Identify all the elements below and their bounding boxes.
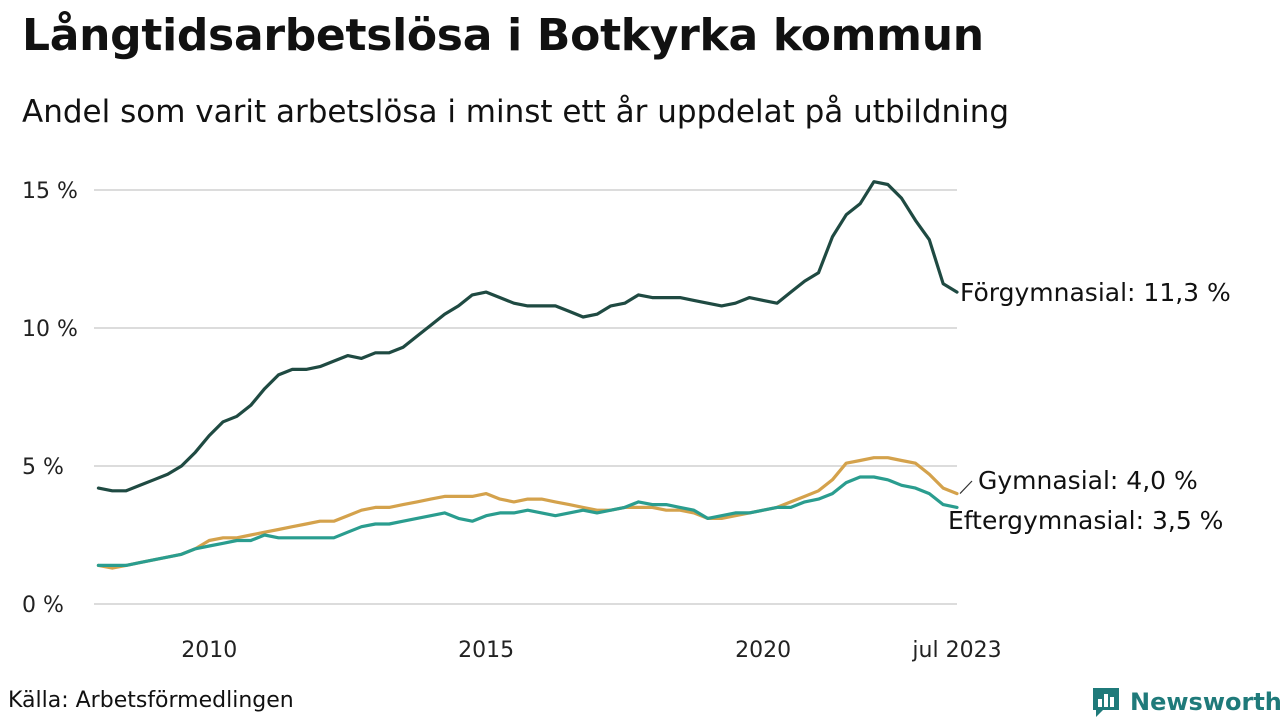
y-axis-ticks: 0 % 5 % 10 % 15 %: [22, 179, 78, 618]
newsworthy-logo-icon: [1093, 688, 1119, 717]
y-tick-label: 0 %: [22, 593, 64, 618]
label-leader-line: [959, 480, 973, 495]
y-tick-label: 15 %: [22, 179, 78, 204]
brand-logo[interactable]: Newsworthy: [1090, 684, 1280, 720]
y-tick-label: 5 %: [22, 455, 64, 480]
x-tick-label: 2020: [735, 638, 791, 663]
gridlines: [94, 189, 957, 605]
series-line-eftergymnasial: [96, 475, 959, 567]
series-lines: [96, 180, 959, 570]
series-end-label: Gymnasial: 4,0 %: [978, 466, 1198, 495]
brand-name: Newsworthy: [1130, 688, 1280, 716]
series-line-gymnasial: [96, 456, 959, 570]
series-end-label: Förgymnasial: 11,3 %: [960, 278, 1231, 307]
x-tick-label: 2010: [181, 638, 237, 663]
series-end-label: Eftergymnasial: 3,5 %: [948, 506, 1223, 535]
x-tick-label: 2015: [458, 638, 514, 663]
source-note: Källa: Arbetsförmedlingen: [8, 688, 294, 713]
chart-subtitle: Andel som varit arbetslösa i minst ett å…: [22, 94, 1010, 130]
chart-title: Långtidsarbetslösa i Botkyrka kommun: [22, 10, 984, 61]
series-line-förgymnasial: [96, 180, 959, 493]
series-end-labels: Förgymnasial: 11,3 % Gymnasial: 4,0 % Efte…: [948, 278, 1231, 535]
x-tick-label: jul 2023: [911, 638, 1001, 663]
y-tick-label: 10 %: [22, 317, 78, 342]
x-axis-ticks: 2010 2015 2020 jul 2023: [181, 638, 1001, 663]
